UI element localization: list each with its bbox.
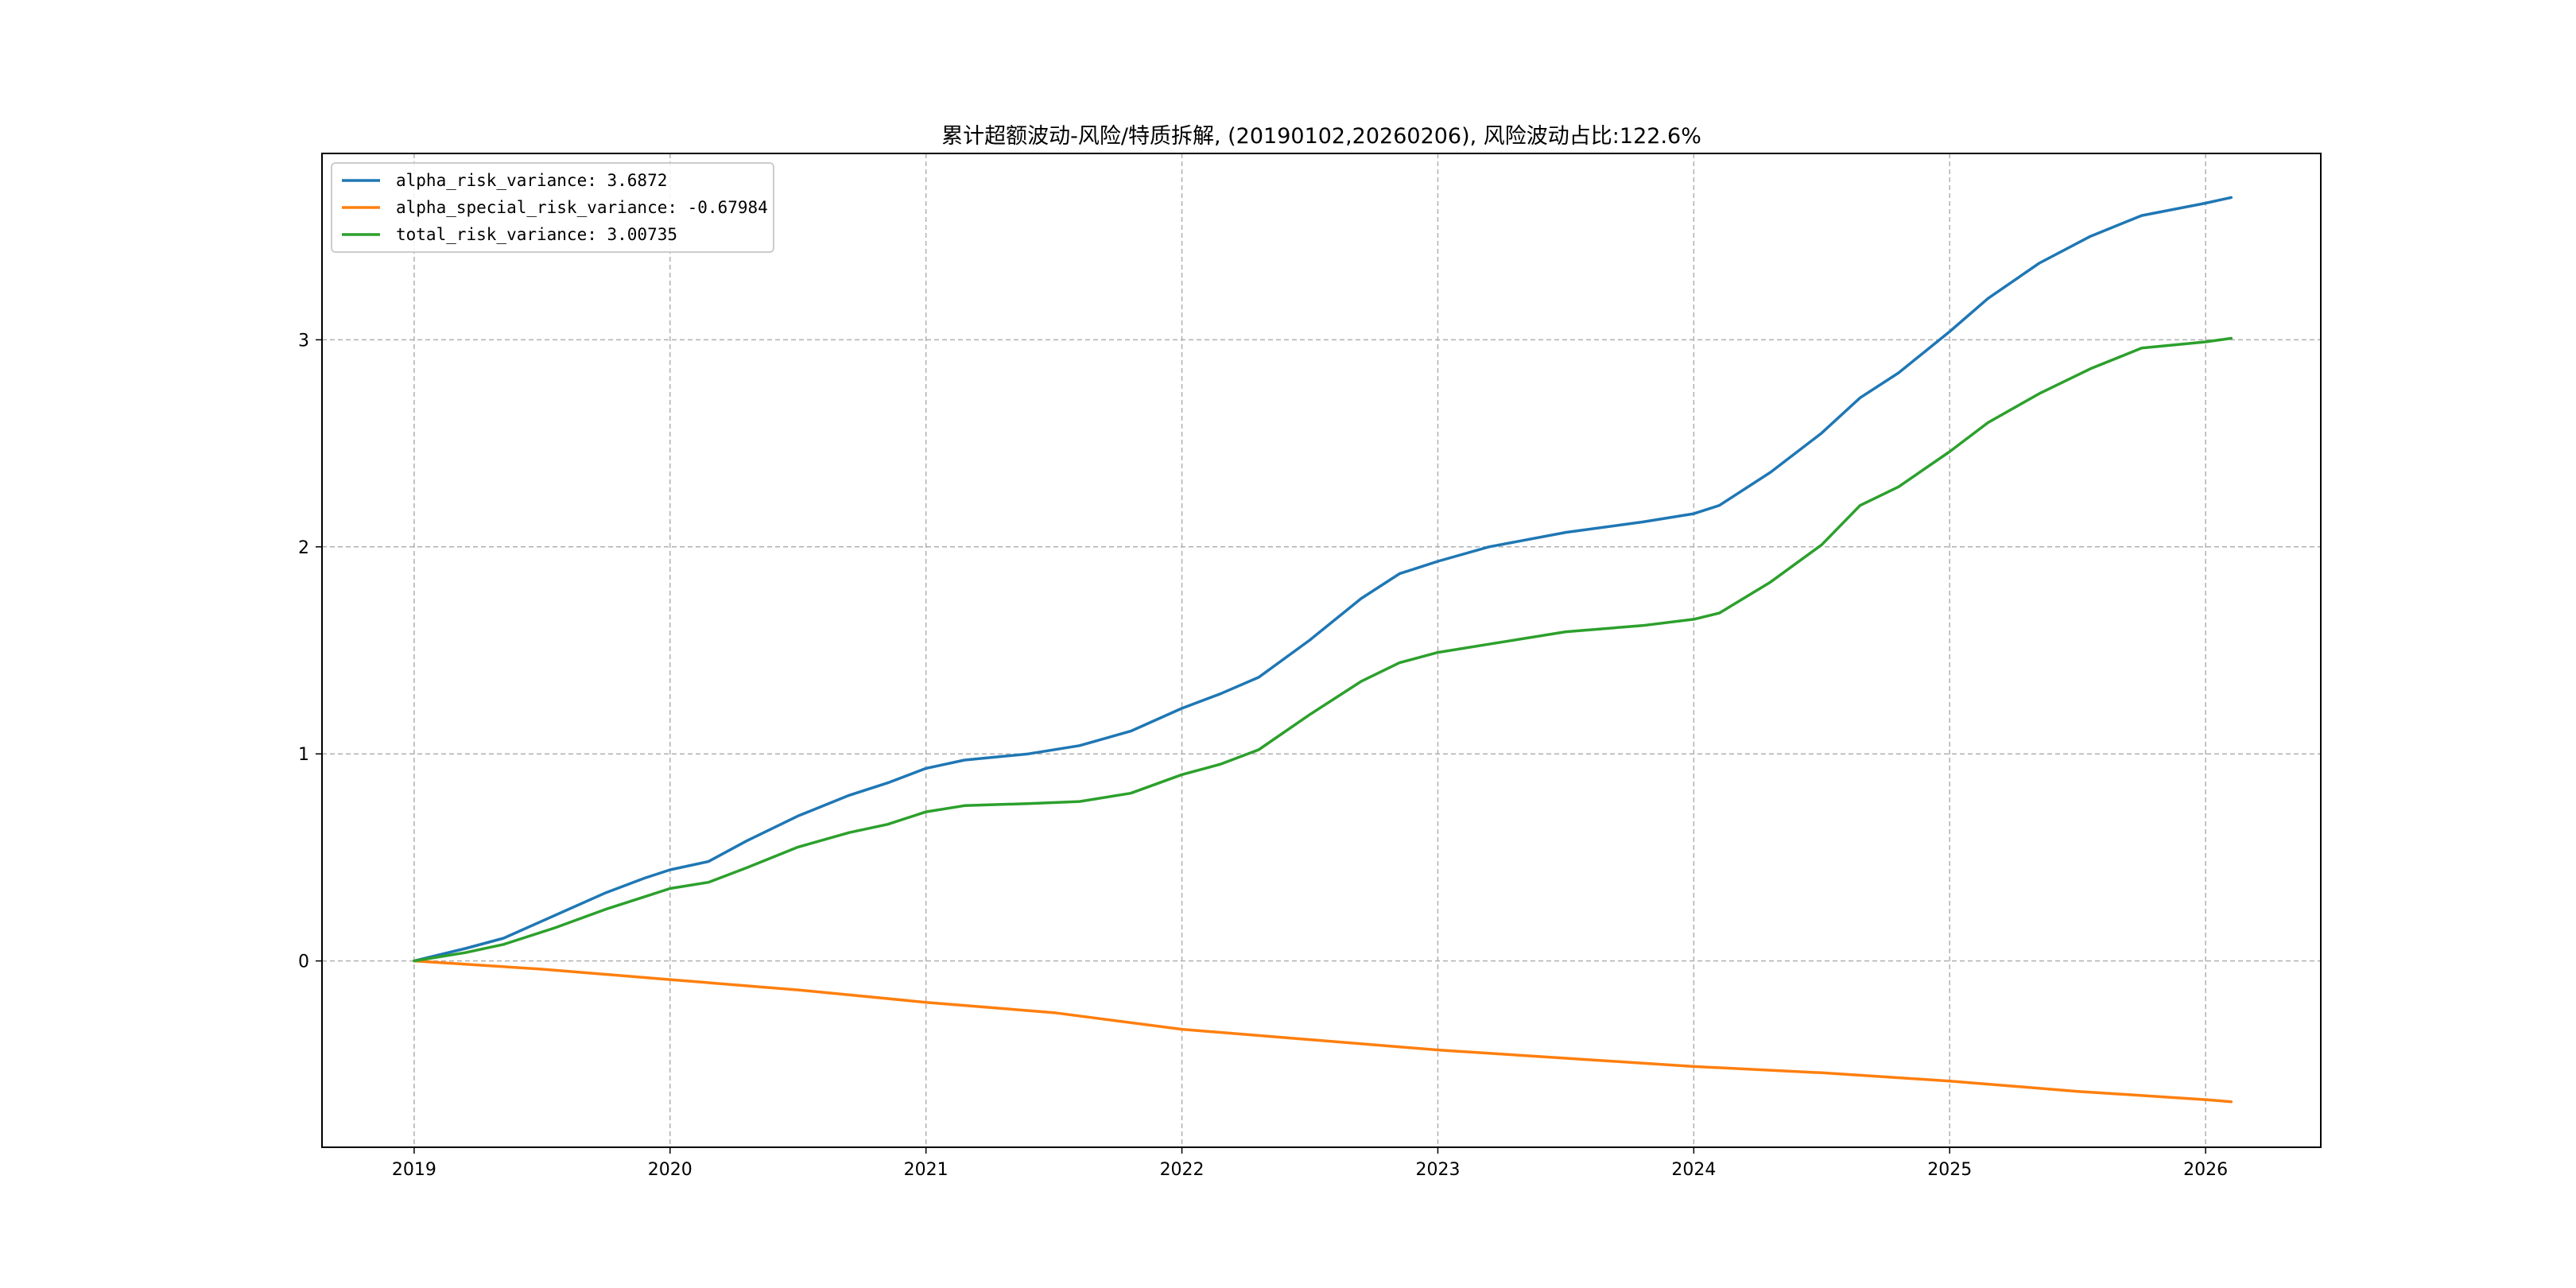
chart-title: 累计超额波动-风险/特质拆解, (20190102,20260206), 风险波… [941,124,1701,149]
x-tick-label: 2026 [2183,1160,2228,1180]
legend-label: alpha_special_risk_variance: -0.67984 [396,198,768,217]
plot-frame [321,153,2322,1148]
series-line-2 [413,336,2233,963]
x-tick-label: 2022 [1160,1160,1205,1180]
legend-label: total_risk_variance: 3.00735 [396,225,677,244]
x-tick-label: 2025 [1927,1160,1972,1180]
x-tick-label: 2024 [1671,1160,1716,1180]
y-tick-label: 1 [298,745,309,765]
y-tick-label: 0 [298,952,309,972]
series-lines [413,196,2233,1104]
x-tick-label: 2019 [392,1160,436,1180]
legend: alpha_risk_variance: 3.6872 alpha_special… [331,162,774,253]
legend-label: alpha_risk_variance: 3.6872 [396,171,667,190]
x-tick-label: 2021 [904,1160,949,1180]
y-axis: 0 1 2 3 [298,331,322,972]
grid-lines [322,153,2321,1147]
x-tick-label: 2020 [648,1160,692,1180]
x-tick-label: 2023 [1415,1160,1460,1180]
series-line-1 [413,959,2233,1104]
legend-entries: alpha_risk_variance: 3.6872 alpha_special… [342,171,768,244]
legend-box [331,162,774,253]
series-line-0 [413,196,2233,963]
x-axis: 2019 2020 2021 2022 2023 2024 2025 2026 [392,1147,2228,1180]
y-tick-label: 3 [298,331,309,351]
plot-background [322,153,2321,1147]
y-tick-label: 2 [298,538,309,558]
plot-area [321,153,2322,1148]
